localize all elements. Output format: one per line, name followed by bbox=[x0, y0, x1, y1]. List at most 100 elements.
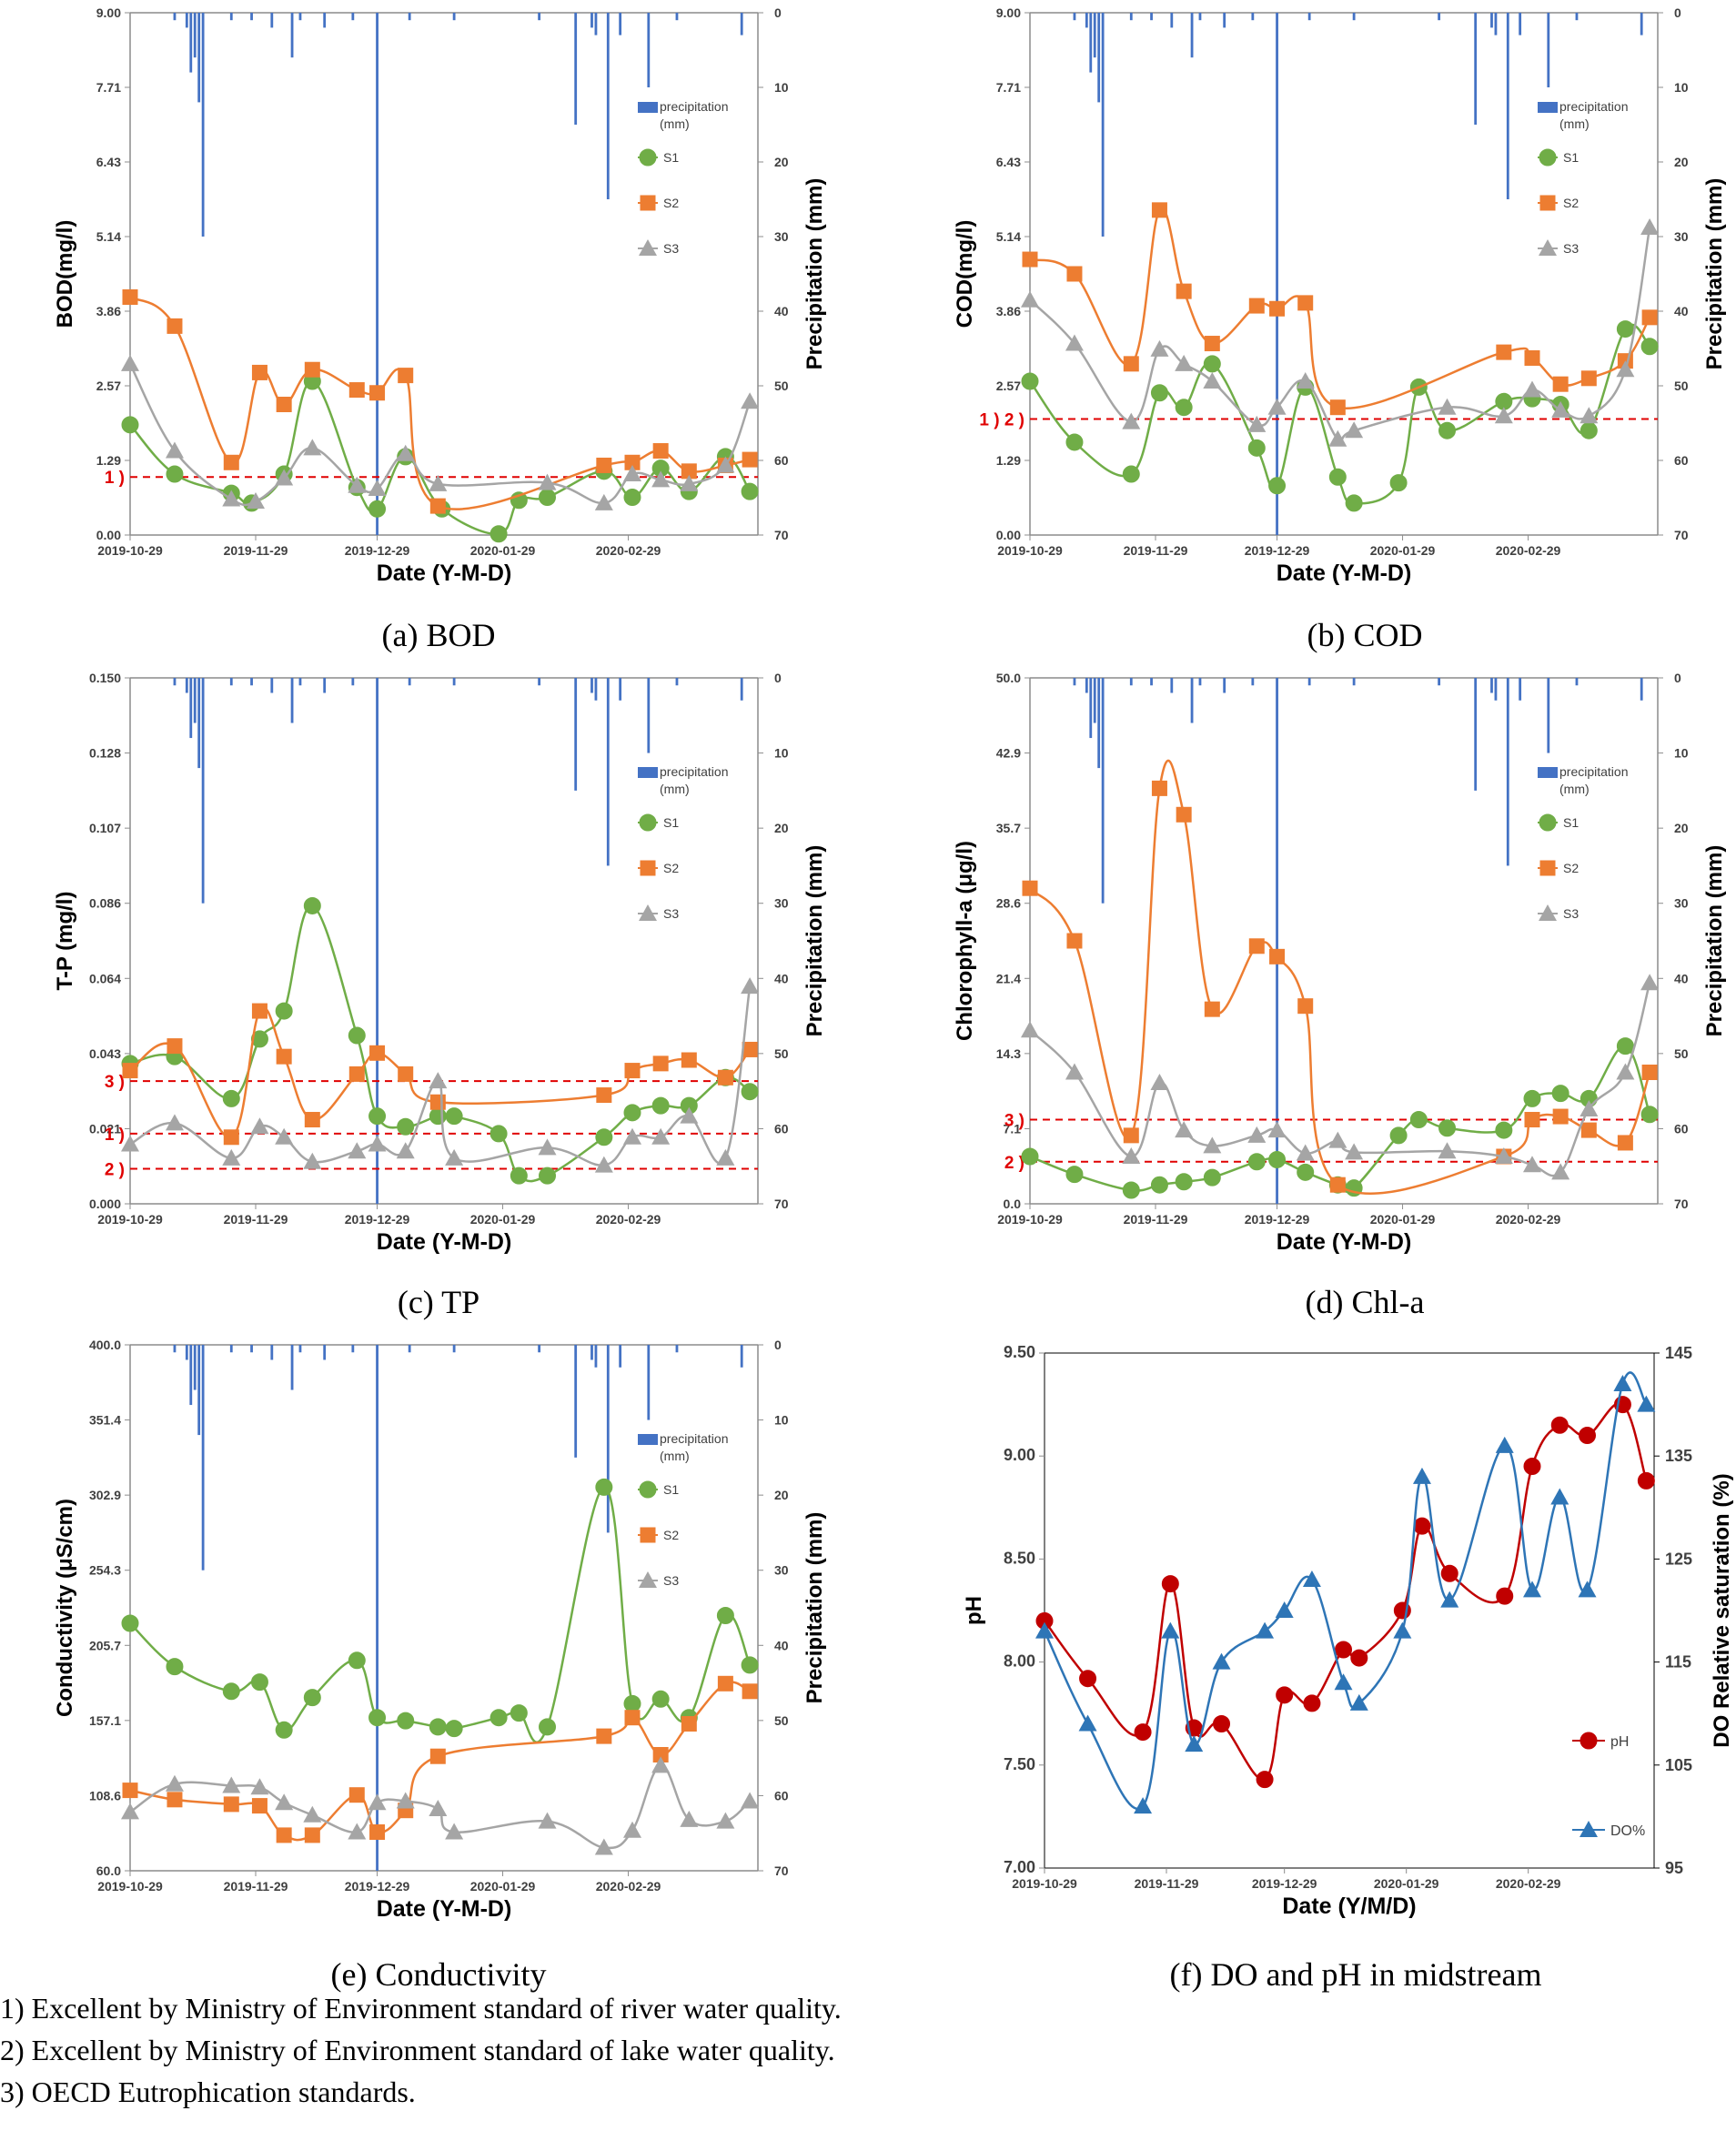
data-point bbox=[716, 1148, 735, 1166]
data-point bbox=[1438, 1142, 1457, 1159]
y-tick-label: 5.14 bbox=[96, 229, 121, 244]
data-point bbox=[276, 1048, 292, 1065]
data-point bbox=[398, 1066, 414, 1082]
data-point bbox=[1203, 1168, 1221, 1187]
data-point bbox=[742, 1683, 758, 1700]
precip-bar bbox=[408, 1345, 411, 1353]
panel-caption: (e) Conductivity bbox=[331, 1956, 547, 1993]
y-tick-label: 0.128 bbox=[89, 746, 121, 761]
data-point bbox=[1150, 339, 1169, 357]
precip-bar bbox=[298, 13, 302, 21]
y-axis-title: BOD(mg/l) bbox=[53, 220, 77, 328]
data-point bbox=[348, 1026, 366, 1045]
data-point bbox=[510, 1704, 528, 1722]
series-s3 bbox=[121, 977, 760, 1173]
y2-tick-label: 95 bbox=[1665, 1859, 1683, 1877]
data-point bbox=[1021, 1021, 1039, 1038]
x-tick-label: 2019-11-29 bbox=[1135, 1876, 1199, 1891]
precip-bar bbox=[1129, 13, 1133, 21]
data-point bbox=[539, 1166, 557, 1185]
data-point bbox=[623, 489, 641, 507]
legend-label: precipitation bbox=[1559, 99, 1629, 114]
y-tick-label: 0.00 bbox=[996, 528, 1021, 542]
precip-bar bbox=[1490, 678, 1493, 693]
precip-bar bbox=[229, 13, 233, 21]
data-point bbox=[1523, 1089, 1541, 1107]
data-point bbox=[1065, 1166, 1084, 1184]
precip-bar bbox=[173, 13, 177, 21]
data-point bbox=[1640, 338, 1659, 356]
data-point bbox=[1296, 371, 1315, 389]
y2-tick-label: 70 bbox=[774, 528, 789, 542]
legend-marker-s2 bbox=[640, 195, 656, 211]
data-point bbox=[538, 473, 557, 490]
data-point bbox=[121, 354, 139, 371]
data-point bbox=[276, 1827, 292, 1843]
data-point bbox=[595, 1128, 613, 1146]
y-tick-label: 28.6 bbox=[996, 896, 1021, 911]
y2-tick-label: 30 bbox=[1674, 896, 1689, 911]
series-line bbox=[1044, 1402, 1648, 1781]
data-point bbox=[429, 1072, 448, 1089]
data-point bbox=[1345, 494, 1363, 512]
data-point bbox=[1438, 398, 1457, 415]
data-point bbox=[165, 1774, 184, 1792]
precip-bar bbox=[201, 1345, 205, 1570]
y-axis-title: Conductivity (μS/cm) bbox=[53, 1499, 77, 1717]
precip-bar bbox=[1085, 13, 1088, 28]
data-point bbox=[1275, 1601, 1294, 1618]
y-tick-label: 0.021 bbox=[89, 1121, 121, 1136]
x-tick-label: 2020-02-29 bbox=[1496, 1212, 1561, 1227]
data-point bbox=[275, 1127, 294, 1145]
data-point bbox=[1247, 1126, 1267, 1143]
precip-bar bbox=[619, 1345, 622, 1368]
data-point bbox=[445, 1148, 464, 1166]
y2-tick-label: 50 bbox=[1674, 1046, 1689, 1061]
y2-tick-label: 20 bbox=[774, 155, 789, 169]
panel-caption: (d) Chl-a bbox=[1306, 1284, 1425, 1320]
y2-tick-label: 20 bbox=[1674, 155, 1689, 169]
data-point bbox=[539, 489, 557, 507]
y2-tick-label: 50 bbox=[774, 1713, 789, 1728]
data-point bbox=[680, 1106, 699, 1124]
y2-tick-label: 30 bbox=[1674, 229, 1689, 244]
y-tick-label: 1.29 bbox=[996, 453, 1021, 468]
series-s1 bbox=[121, 896, 759, 1185]
data-point bbox=[1393, 1621, 1412, 1639]
legend-precip-swatch bbox=[638, 767, 658, 778]
x-tick-label: 2019-10-29 bbox=[997, 543, 1063, 558]
precip-bar bbox=[193, 678, 197, 723]
data-point bbox=[166, 465, 184, 483]
data-point bbox=[1613, 1374, 1632, 1391]
precip-bar bbox=[1640, 13, 1643, 35]
precip-bar bbox=[1276, 678, 1278, 1204]
precip-bar bbox=[173, 1345, 177, 1353]
data-point bbox=[1022, 251, 1038, 268]
precip-bar bbox=[1089, 13, 1093, 73]
x-tick-label: 2020-01-29 bbox=[470, 1879, 536, 1894]
precip-bar bbox=[740, 678, 743, 701]
precip-bar bbox=[323, 13, 327, 28]
precip-bar bbox=[1276, 13, 1278, 535]
data-point bbox=[490, 1125, 508, 1143]
precip-bar bbox=[351, 678, 355, 686]
data-point bbox=[1616, 360, 1635, 378]
data-point bbox=[348, 1142, 367, 1159]
data-point bbox=[1580, 1099, 1599, 1116]
data-point bbox=[1523, 1156, 1541, 1173]
x-tick-label: 2019-12-29 bbox=[1245, 1212, 1310, 1227]
data-point bbox=[1079, 1670, 1097, 1688]
y2-tick-label: 0 bbox=[1674, 671, 1681, 685]
x-tick-label: 2020-02-29 bbox=[596, 1879, 661, 1894]
legend-marker-s2 bbox=[1539, 195, 1556, 211]
precip-bar bbox=[1506, 13, 1509, 199]
data-point bbox=[623, 1104, 641, 1122]
data-point bbox=[741, 977, 760, 995]
data-point bbox=[1329, 1177, 1346, 1193]
panel-caption: (c) TP bbox=[398, 1284, 479, 1320]
precip-bar bbox=[1438, 678, 1441, 686]
precip-bar bbox=[647, 1345, 651, 1420]
legend-label: S2 bbox=[1563, 861, 1579, 875]
precip-bar bbox=[376, 13, 378, 535]
precip-bar bbox=[376, 1345, 378, 1871]
